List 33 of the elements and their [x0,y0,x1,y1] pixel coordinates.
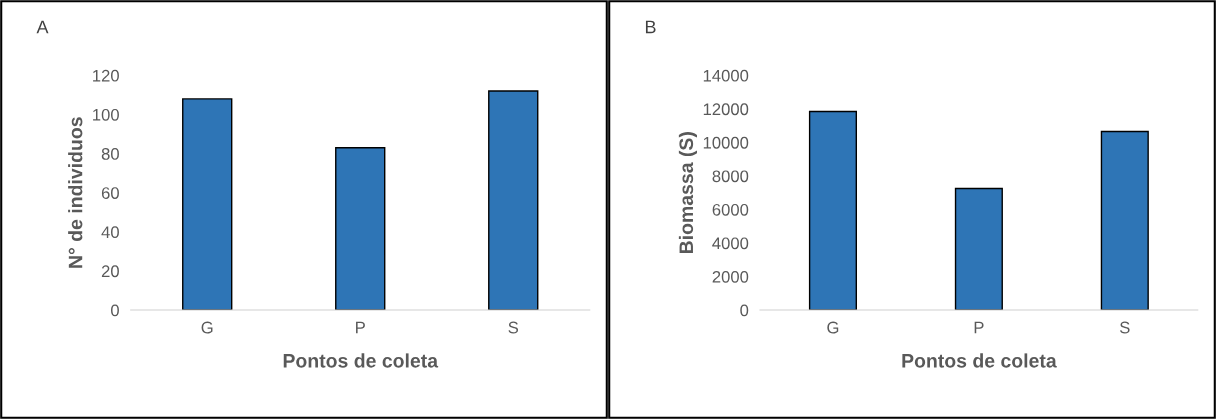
y-tick-label: 20 [101,265,119,278]
x-axis-title: Pontos de coleta [902,353,1057,368]
chart-title: A [36,20,49,34]
x-tick-label: P [974,321,984,334]
y-tick-label: 12000 [703,103,749,116]
x-tick-label: G [827,321,839,334]
y-tick-label: 40 [101,226,119,239]
y-tick-label: 2000 [712,270,749,283]
bar [335,147,386,311]
y-tick-label: 10000 [703,136,749,149]
bar [954,187,1003,311]
y-tick-label: 4000 [712,237,749,250]
y-tick-label: 60 [101,187,119,199]
chart-title: B [645,20,656,34]
y-tick-label: 0 [110,304,119,317]
bar [182,98,233,311]
x-tick-label: P [356,321,365,334]
x-axis-title: Pontos de coleta [283,353,439,368]
bar [488,90,539,311]
x-tick-label: G [201,321,213,334]
bar [808,110,858,311]
bar [1100,130,1149,311]
y-tick-label: 100 [93,108,119,121]
y-tick-label: 8000 [712,170,749,183]
x-tick-label: S [1120,321,1130,334]
y-tick-label: 80 [101,148,119,160]
y-tick-label: 120 [93,69,119,82]
y-tick-label: 0 [740,304,749,317]
y-axis-title: N° de individuos [68,117,83,268]
y-tick-label: 6000 [712,203,749,216]
y-axis-title: Biomassa (S) [678,132,697,254]
y-tick-label: 14000 [703,69,749,82]
x-tick-label: S [508,321,519,334]
